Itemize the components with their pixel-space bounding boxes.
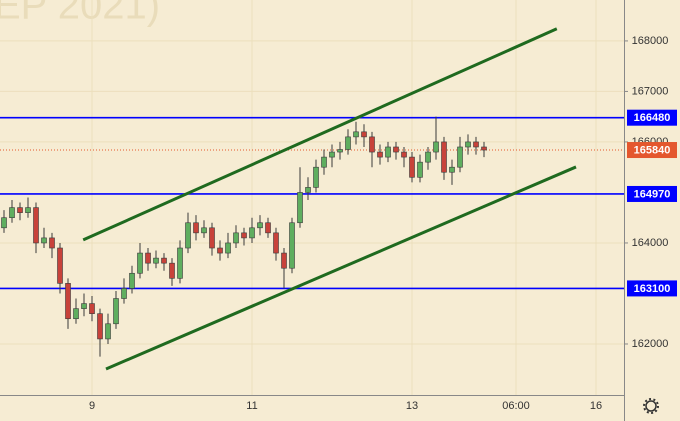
- candle-body: [97, 313, 103, 340]
- candle-body: [337, 149, 343, 153]
- candle-body: [193, 222, 199, 234]
- candle-body: [217, 247, 223, 254]
- x-tick-label: 11: [246, 400, 257, 412]
- candle-body: [257, 222, 263, 229]
- candle-body: [241, 232, 247, 239]
- level-label-box: [627, 280, 677, 297]
- candle-body: [281, 252, 287, 269]
- y-tick-label: 167000: [632, 85, 669, 97]
- gear-ring: [645, 400, 657, 412]
- candle-body: [441, 141, 447, 173]
- settings-icon[interactable]: [643, 398, 659, 414]
- candle-body: [425, 151, 431, 163]
- candle-body: [321, 156, 327, 168]
- candle-body: [209, 227, 215, 249]
- trend-line: [105, 165, 577, 371]
- candle-body: [313, 166, 319, 188]
- level-label-box: [627, 185, 677, 202]
- candle-body: [481, 146, 487, 151]
- candle-body: [433, 141, 439, 153]
- candle-body: [17, 207, 23, 213]
- level-label-box: [627, 109, 677, 126]
- grid: [0, 0, 624, 395]
- watermark: EP 2021): [0, 0, 160, 28]
- y-tick-label: 162000: [632, 338, 669, 350]
- candle-body: [137, 252, 143, 274]
- candle-body: [233, 232, 239, 244]
- candle-body: [73, 308, 79, 320]
- candle-body: [361, 131, 367, 138]
- candle-body: [9, 207, 15, 219]
- last-price-label: 165840: [634, 144, 671, 156]
- candle-body: [201, 227, 207, 234]
- candle-body: [57, 247, 63, 284]
- candle-body: [33, 207, 39, 244]
- candle-body: [417, 161, 423, 178]
- trend-line: [82, 27, 558, 242]
- candle-body: [1, 217, 7, 229]
- x-tick-label: 06:00: [502, 400, 530, 412]
- level-label: 164970: [634, 188, 671, 200]
- candle-body: [449, 166, 455, 173]
- candle-body: [457, 146, 463, 168]
- candle-body: [305, 187, 311, 193]
- candle-body: [65, 283, 71, 320]
- candle-body: [409, 156, 415, 178]
- candle-body: [25, 207, 31, 213]
- candle-body: [265, 222, 271, 234]
- candle-body: [289, 222, 295, 269]
- candle-body: [273, 232, 279, 254]
- candle-body: [473, 141, 479, 148]
- candle-body: [129, 272, 135, 289]
- candle-body: [113, 298, 119, 325]
- candle-body: [249, 227, 255, 239]
- candle-body: [145, 252, 151, 264]
- gear-teeth: [643, 398, 659, 414]
- candle-body: [153, 257, 159, 264]
- level-label: 163100: [634, 283, 671, 295]
- candle-body: [105, 323, 111, 340]
- candle-body: [41, 237, 47, 244]
- candle-body: [329, 151, 335, 158]
- candle-body: [49, 237, 55, 249]
- candle-body: [89, 303, 95, 314]
- candle-body: [377, 151, 383, 158]
- last-price-label-box: [627, 142, 677, 159]
- candle-body: [345, 136, 351, 150]
- candle-body: [169, 262, 175, 279]
- candle-body: [121, 288, 127, 299]
- candle-body: [81, 303, 87, 309]
- candle-body: [225, 242, 231, 254]
- candle-body: [401, 151, 407, 158]
- x-tick-label: 9: [89, 400, 95, 412]
- candle-body: [369, 136, 375, 153]
- y-tick-label: 168000: [632, 35, 669, 47]
- y-tick-label: 164000: [632, 237, 669, 249]
- level-label: 166480: [634, 112, 671, 124]
- candle-body: [353, 131, 359, 138]
- candle-body: [385, 146, 391, 158]
- x-tick-label: 13: [406, 400, 418, 412]
- candle-body: [185, 222, 191, 249]
- candle-body: [177, 247, 183, 279]
- candle-body: [465, 141, 471, 148]
- candle-body: [393, 146, 399, 153]
- candle-body: [161, 257, 167, 264]
- candle-body: [297, 192, 303, 224]
- x-tick-label: 16: [590, 400, 602, 412]
